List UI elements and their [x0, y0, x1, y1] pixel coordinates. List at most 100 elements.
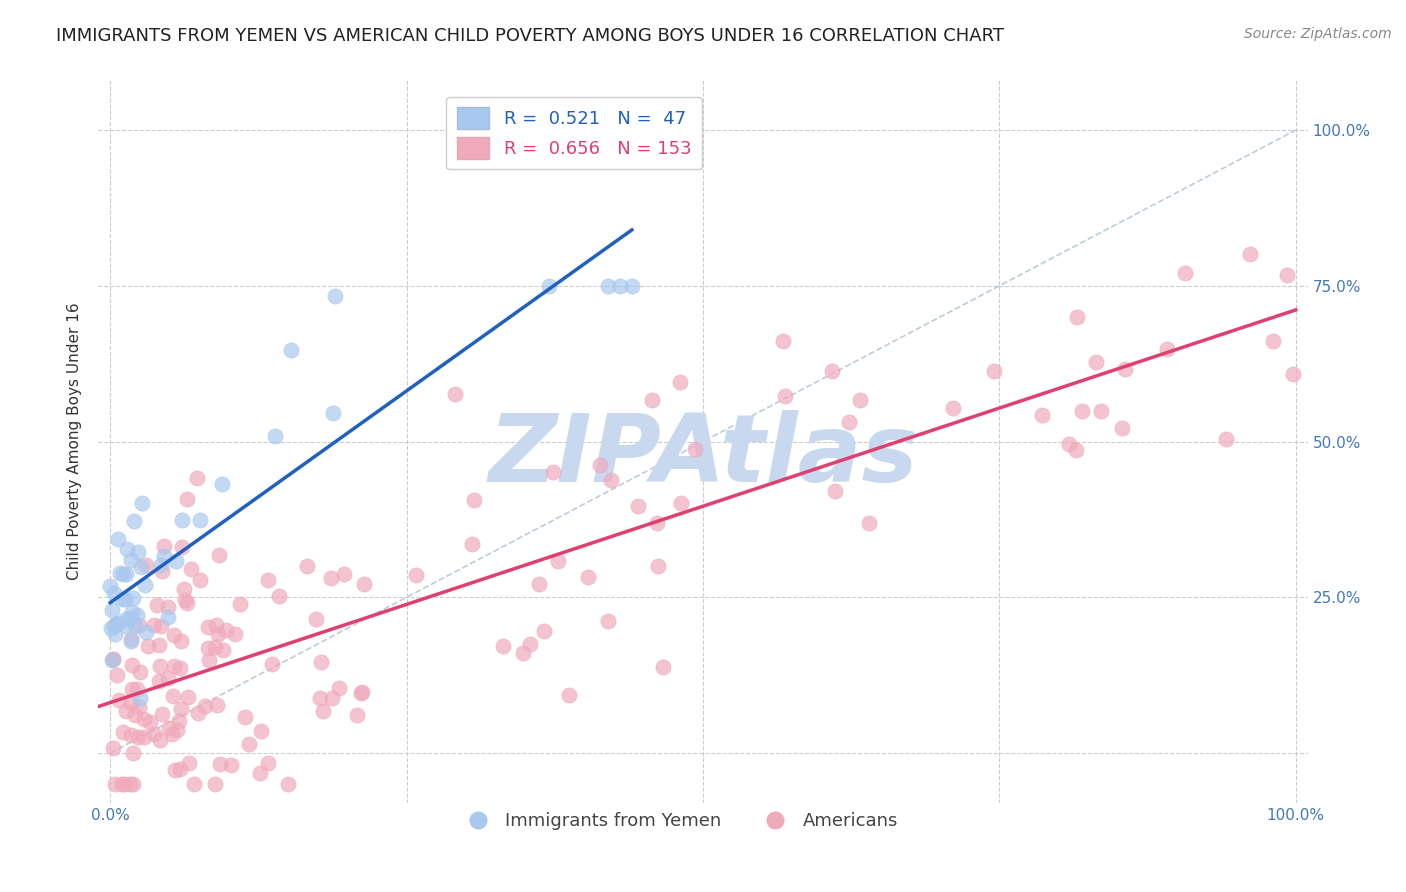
Point	[543, 465, 565, 479]
Point	[176, 596, 198, 610]
Point	[110, 566, 132, 580]
Point	[280, 343, 302, 358]
Point	[277, 777, 299, 791]
Point	[111, 725, 134, 739]
Point	[858, 516, 880, 530]
Point	[641, 393, 664, 408]
Point	[170, 513, 193, 527]
Point	[148, 639, 170, 653]
Point	[1239, 247, 1261, 261]
Point	[188, 512, 211, 526]
Point	[211, 477, 233, 491]
Point	[309, 655, 332, 669]
Point	[163, 628, 186, 642]
Point	[98, 579, 121, 593]
Point	[197, 640, 219, 655]
Point	[669, 496, 692, 510]
Point	[135, 558, 157, 572]
Point	[112, 777, 135, 791]
Point	[124, 708, 146, 723]
Point	[122, 746, 145, 760]
Point	[257, 756, 280, 770]
Point	[101, 741, 124, 756]
Point	[157, 599, 180, 614]
Point	[519, 637, 541, 651]
Point	[103, 618, 125, 632]
Point	[152, 539, 174, 553]
Point	[111, 591, 134, 606]
Point	[122, 514, 145, 528]
Point	[669, 375, 692, 389]
Point	[838, 415, 860, 429]
Point	[170, 634, 193, 648]
Point	[100, 621, 122, 635]
Point	[557, 688, 579, 702]
Point	[152, 549, 174, 563]
Point	[111, 777, 134, 791]
Point	[598, 278, 620, 293]
Point	[647, 516, 669, 530]
Point	[128, 700, 150, 714]
Point	[257, 573, 280, 587]
Point	[128, 690, 150, 705]
Point	[148, 673, 170, 688]
Point	[104, 777, 127, 791]
Point	[208, 756, 231, 771]
Point	[1174, 266, 1197, 280]
Point	[533, 624, 555, 639]
Point	[1057, 437, 1080, 451]
Point	[128, 618, 150, 632]
Point	[942, 401, 965, 415]
Point	[176, 492, 198, 507]
Point	[162, 727, 184, 741]
Point	[149, 732, 172, 747]
Point	[1215, 432, 1237, 446]
Point	[150, 564, 173, 578]
Point	[350, 684, 373, 698]
Text: ZIPAtlas: ZIPAtlas	[488, 410, 918, 502]
Point	[150, 618, 173, 632]
Point	[156, 610, 179, 624]
Point	[305, 612, 328, 626]
Point	[204, 640, 226, 654]
Point	[134, 730, 156, 744]
Point	[101, 653, 124, 667]
Point	[1282, 367, 1305, 381]
Point	[1071, 403, 1094, 417]
Point	[683, 442, 706, 457]
Point	[177, 690, 200, 704]
Point	[193, 698, 215, 713]
Point	[129, 665, 152, 679]
Point	[129, 560, 152, 574]
Point	[114, 566, 136, 581]
Point	[211, 642, 233, 657]
Point	[115, 541, 138, 556]
Point	[547, 553, 569, 567]
Point	[125, 682, 148, 697]
Point	[333, 566, 356, 581]
Point	[173, 582, 195, 597]
Point	[321, 691, 343, 706]
Point	[172, 540, 194, 554]
Point	[235, 710, 257, 724]
Point	[983, 364, 1005, 378]
Point	[773, 389, 796, 403]
Point	[120, 553, 142, 567]
Point	[101, 603, 124, 617]
Point	[118, 777, 141, 791]
Point	[295, 558, 318, 573]
Point	[652, 660, 675, 674]
Point	[1114, 361, 1136, 376]
Point	[824, 483, 846, 498]
Point	[224, 627, 246, 641]
Point	[120, 696, 142, 710]
Point	[190, 573, 212, 587]
Point	[150, 558, 173, 572]
Point	[187, 706, 209, 720]
Point	[157, 671, 180, 685]
Point	[219, 758, 242, 772]
Point	[118, 611, 141, 625]
Point	[114, 704, 136, 718]
Point	[174, 593, 197, 607]
Point	[492, 639, 515, 653]
